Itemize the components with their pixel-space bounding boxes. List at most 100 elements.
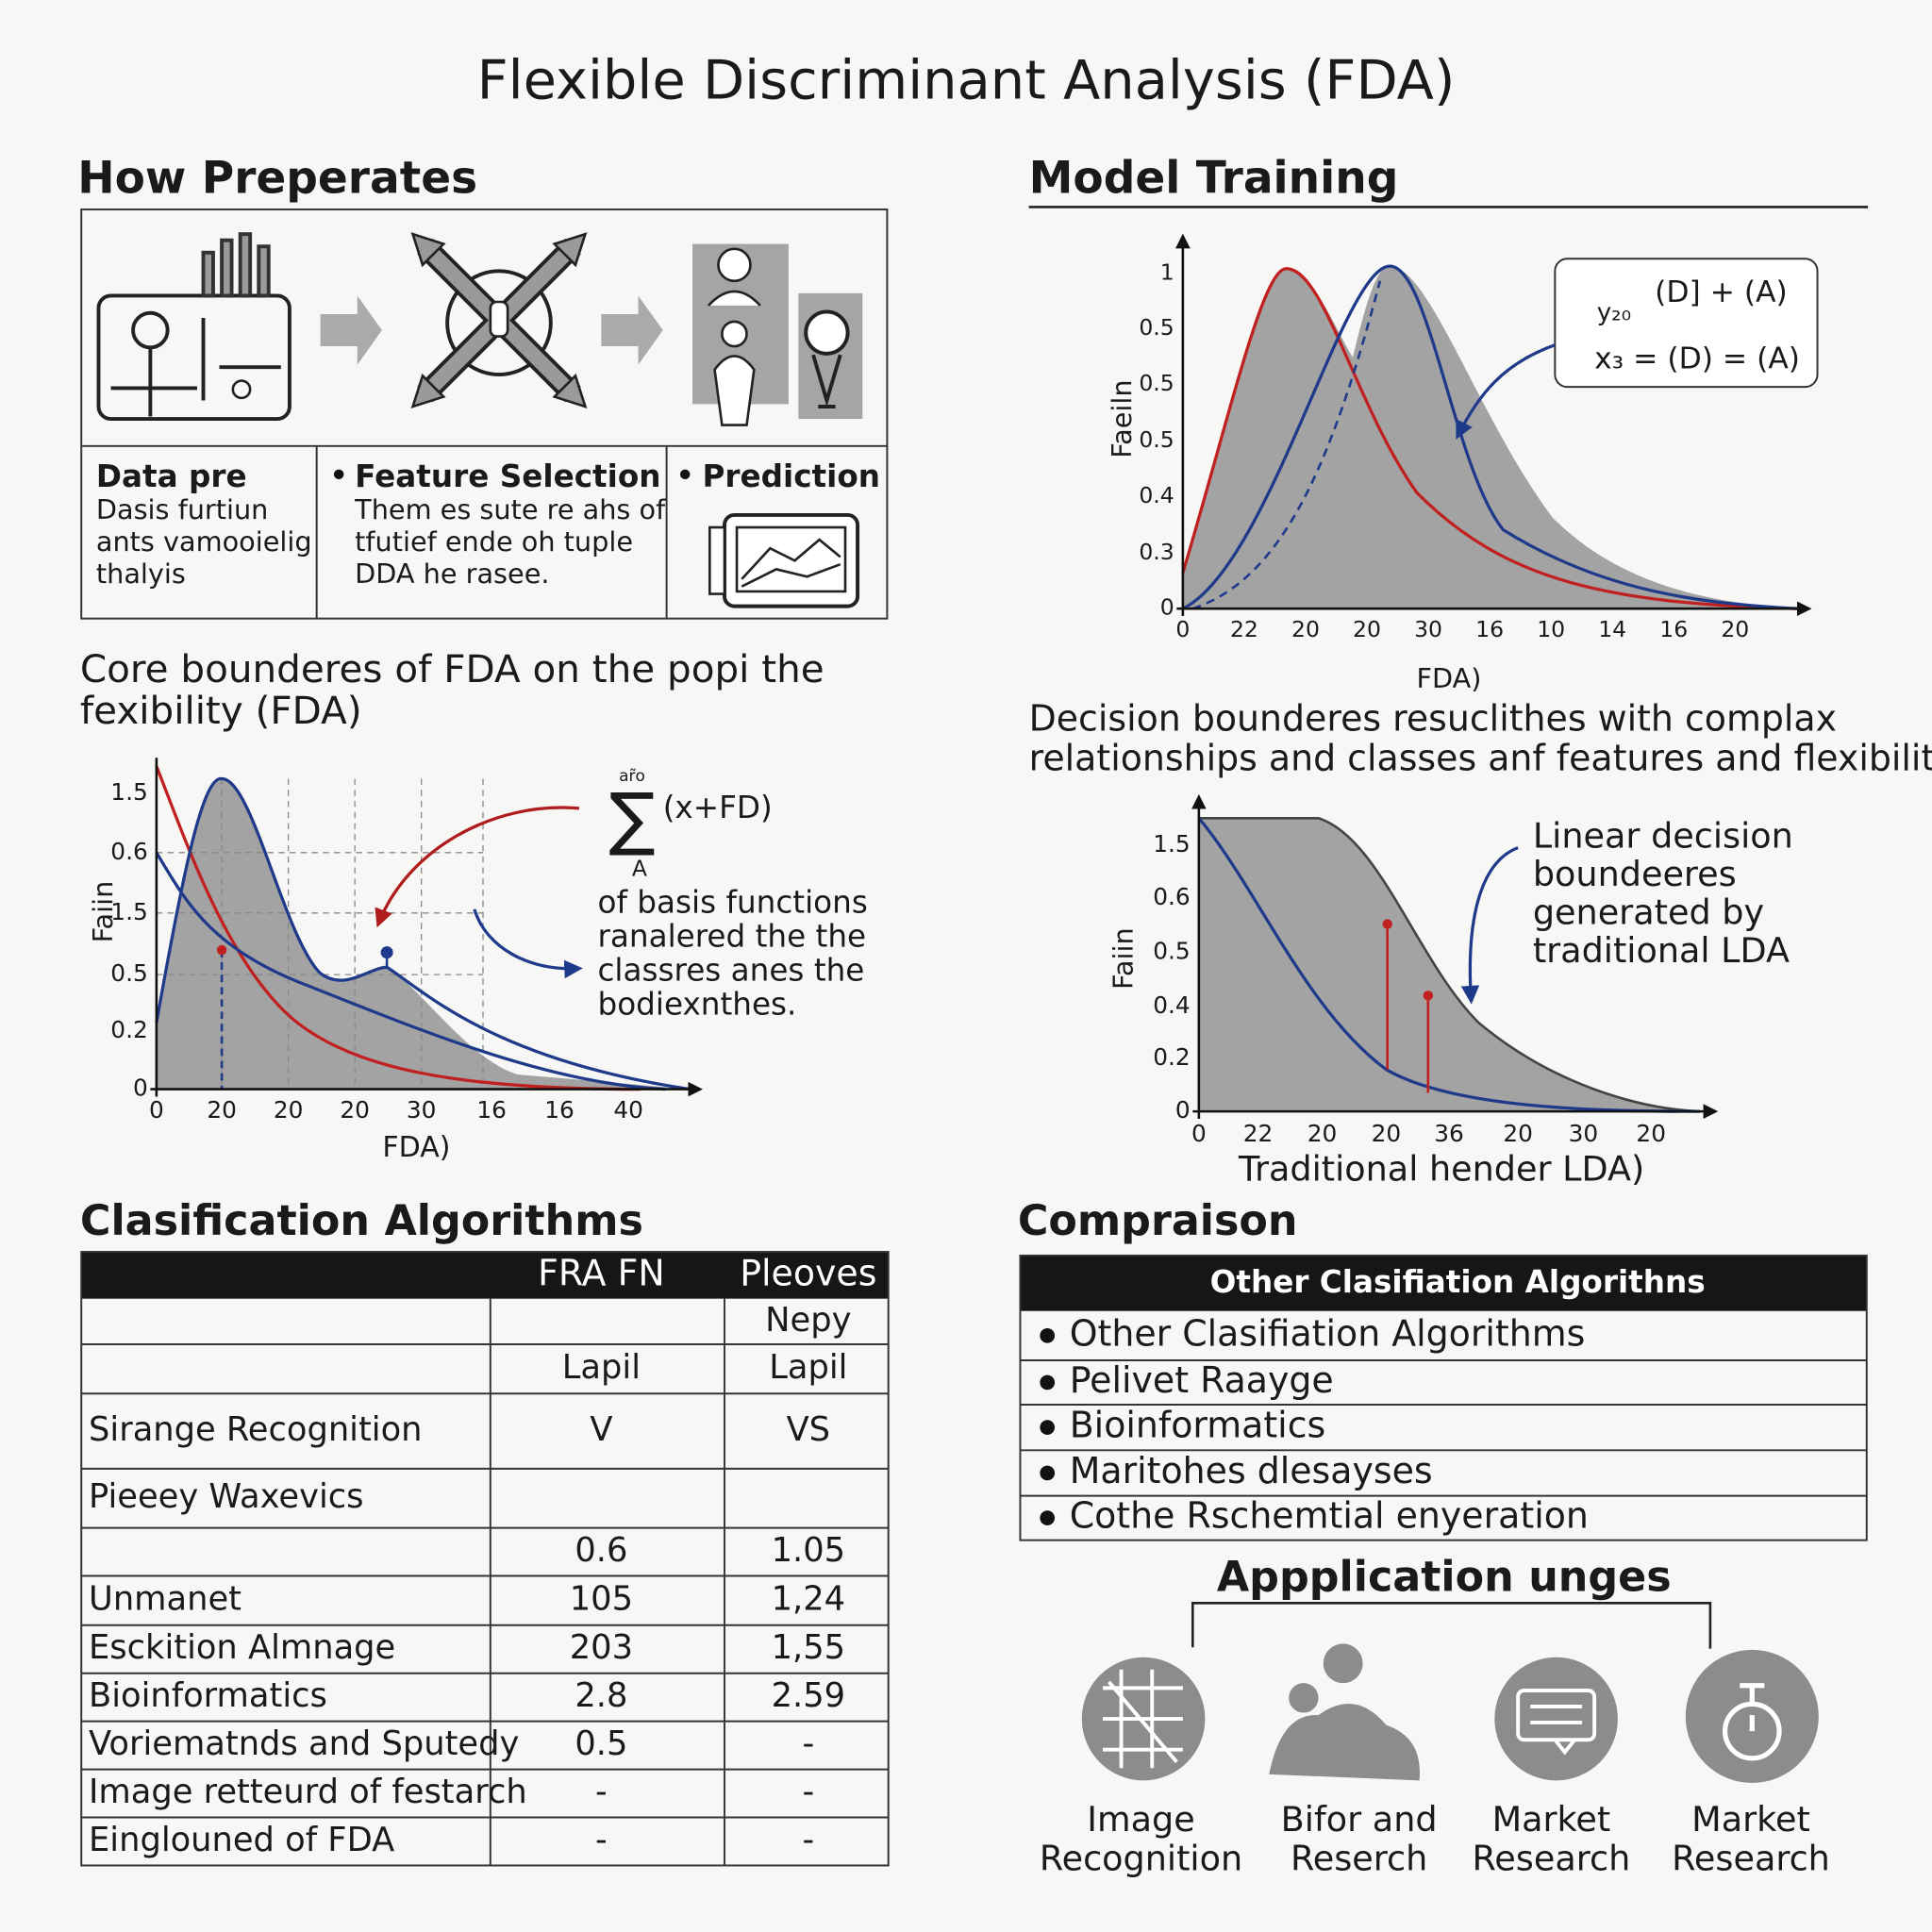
x-tick-label: 10 (1537, 616, 1565, 642)
page-title: Flexible Discriminant Analysis (FDA) (477, 48, 1456, 111)
x-axis-label: FDA) (1417, 662, 1482, 694)
x-tick-label: 20 (1503, 1120, 1533, 1147)
table-cell: 105 (570, 1580, 633, 1619)
table-cell: - (802, 1821, 814, 1859)
step-title: Data pre (96, 458, 247, 494)
y-tick-label: 1.5 (110, 898, 147, 925)
y-tick-label: 0 (133, 1074, 148, 1102)
step-text: thalyis (96, 558, 186, 590)
x-tick-label: 30 (1569, 1120, 1599, 1147)
training-chart (1028, 206, 1869, 617)
comparison-header (1020, 1255, 1867, 1311)
table-cell: 1.05 (772, 1531, 846, 1570)
table-cell: VS (787, 1410, 831, 1449)
application-label: Market (1492, 1799, 1611, 1840)
bullet (1040, 1374, 1056, 1391)
table-cell: - (595, 1773, 608, 1811)
step-title: Feature Selection (355, 458, 660, 494)
section-heading: Appplication unges (1217, 1553, 1672, 1601)
x-tick-label: 16 (544, 1096, 575, 1124)
comparison-header-text: Other Clasifiation Algorithns (1210, 1264, 1706, 1300)
table-cell: Lapil (562, 1348, 641, 1387)
x-tick-label: 20 (1636, 1120, 1666, 1147)
comparison-item: Cothe Rschemtial enyeration (1070, 1495, 1589, 1537)
caption: relationships and classes anf features a… (1029, 737, 1932, 778)
comparison-border (1019, 1254, 1868, 1541)
y-axis-label: Faeiln (1106, 379, 1138, 458)
x-tick-label: 0 (1191, 1120, 1207, 1147)
y-tick-label: 0.2 (110, 1016, 147, 1043)
table-header-cell: FRA FN (538, 1252, 665, 1293)
note: generated by (1533, 892, 1764, 933)
x-tick-label: 14 (1598, 616, 1626, 642)
caption: Decision bounderes resuclithes with comp… (1029, 698, 1837, 740)
y-tick-label: 0.5 (1139, 370, 1174, 396)
table-cell: - (802, 1773, 814, 1811)
table-cell: Bioinformatics (89, 1676, 327, 1715)
x-tick-label: 30 (1414, 616, 1442, 642)
section-heading: fexibility (FDA) (80, 688, 362, 733)
steps-box (80, 208, 889, 620)
step-text: Them es sute re ahs of (354, 493, 666, 525)
application-label: Recognition (1040, 1839, 1242, 1879)
y-tick-label: 0 (1175, 1096, 1191, 1124)
core-chart (150, 758, 704, 1097)
section-heading: Clasification Algorithms (80, 1197, 643, 1245)
bullet (1040, 1328, 1056, 1343)
comparison-item: Maritohes dlesayses (1070, 1450, 1433, 1491)
formula: (x+FD) (663, 790, 773, 825)
application-label: Image (1087, 1799, 1195, 1840)
x-tick-label: 0 (1175, 616, 1190, 642)
formula: x₃ = (D) = (A) (1594, 341, 1800, 375)
x-tick-label: 16 (476, 1096, 507, 1124)
y-tick-label: 1 (1160, 258, 1174, 285)
step-icons (96, 232, 863, 608)
x-tick-label: 20 (1307, 1120, 1338, 1147)
lda-chart (1191, 793, 1719, 1119)
application-label: Research (1672, 1839, 1830, 1879)
application-label: Research (1473, 1839, 1631, 1879)
table-cell: - (595, 1821, 608, 1859)
table-cell: 2.8 (575, 1676, 627, 1715)
step-text: ants vamooielig (96, 525, 312, 558)
y-tick-label: 0.6 (1153, 883, 1190, 910)
x-tick-label: 16 (1475, 616, 1504, 642)
application-label: Market (1691, 1799, 1810, 1840)
step-text: Dasis furtiun (96, 493, 269, 525)
x-tick-label: 20 (207, 1096, 237, 1124)
table-cell: 2.59 (772, 1676, 846, 1715)
x-tick-label: 30 (407, 1096, 437, 1124)
formula: ar̃o (619, 767, 645, 786)
note: Linear decision (1533, 816, 1793, 857)
y-tick-label: 0.6 (110, 838, 147, 865)
table-header-cell: Pleoves (740, 1252, 876, 1293)
step-text: tfutief ende oh tuple (355, 525, 633, 558)
bullet (1040, 1510, 1056, 1525)
formula: y₂₀ (1597, 298, 1631, 326)
x-tick-label: 20 (1291, 616, 1320, 642)
note: boundeeres (1533, 854, 1737, 894)
y-tick-label: 0 (1160, 594, 1174, 621)
y-tick-label: 0.5 (1139, 314, 1174, 341)
comparison-item: Pelivet Raayge (1070, 1359, 1334, 1401)
y-tick-label: 0.5 (1139, 426, 1174, 453)
step-text: DDA he rasee. (355, 558, 549, 590)
x-tick-label: 0 (149, 1096, 164, 1124)
x-tick-label: 22 (1243, 1120, 1274, 1147)
table-cell: Unmanet (89, 1580, 242, 1619)
note: bodiexnthes. (597, 986, 796, 1022)
section-heading: Model Training (1029, 153, 1399, 205)
table-cell: V (590, 1410, 612, 1449)
x-tick-label: 20 (1372, 1120, 1402, 1147)
application-label: Bifor and (1281, 1799, 1438, 1840)
x-tick-label: 40 (613, 1096, 643, 1124)
comparison-item: Other Clasifiation Algorithms (1070, 1312, 1586, 1354)
y-tick-label: 0.3 (1139, 539, 1174, 565)
x-axis-label: Traditional hender LDA) (1238, 1148, 1644, 1189)
section-heading: Compraison (1018, 1197, 1298, 1245)
table-border (80, 1251, 890, 1867)
y-axis-label: Faiin (87, 881, 119, 943)
table-cell: 0.6 (575, 1531, 627, 1570)
note: of basis functions (597, 885, 867, 921)
y-tick-label: 0.4 (1153, 991, 1190, 1019)
